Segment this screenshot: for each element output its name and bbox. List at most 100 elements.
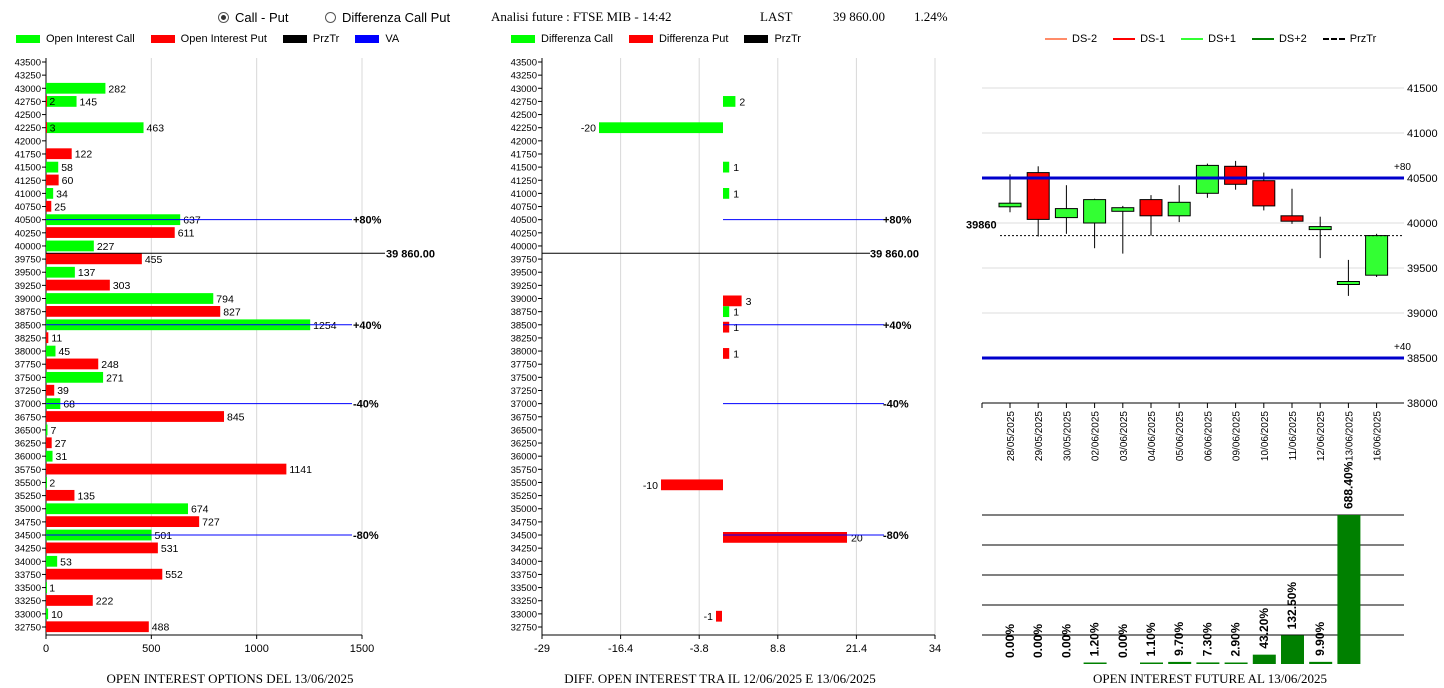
bar-value-label: -1 [704, 611, 713, 623]
legend-swatch [511, 35, 535, 43]
y-tick-label: 33750 [511, 570, 537, 581]
legend-item: DS+1 [1181, 33, 1236, 45]
chart-title-diff: DIFF. OPEN INTEREST TRA IL 12/06/2025 E … [564, 671, 876, 686]
y-tick-label: 34500 [511, 531, 537, 542]
y-tick-label: 38500 [511, 320, 537, 331]
radio-call-put[interactable]: Call - Put [218, 10, 288, 25]
x-tick-label: 04/06/2025 [1147, 411, 1158, 461]
bar-value-label: 9.90% [1313, 622, 1327, 656]
chart-title-options: OPEN INTEREST OPTIONS DEL 13/06/2025 [106, 671, 354, 686]
legend-mid: Differenza Call Differenza Put PrzTr [511, 33, 817, 45]
put-bar [46, 621, 149, 633]
bar-value-label: 3 [746, 296, 752, 308]
legend-item: VA [355, 33, 399, 45]
legend-item: Differenza Call [511, 33, 613, 45]
legend-swatch [282, 35, 307, 43]
legend-label: PrzTr [1349, 33, 1377, 45]
call-bar [46, 582, 47, 593]
bar-value-label: 27 [55, 438, 67, 450]
legend-line [1181, 38, 1204, 40]
bar-value-label: 282 [108, 83, 126, 95]
y-tick-label: 39000 [15, 294, 41, 305]
y-tick-label: 41250 [511, 176, 537, 187]
bar-value-label: 611 [178, 228, 195, 240]
bar-value-label: 488 [152, 622, 170, 634]
diff-call-bar [723, 306, 730, 318]
y-tick-label: 36000 [511, 452, 537, 463]
legend-item: DS+2 [1251, 33, 1307, 45]
candle-up [1111, 207, 1135, 212]
call-bar [46, 266, 75, 278]
bar-value-label: 25 [54, 201, 66, 213]
candle-down [1139, 199, 1163, 217]
y-tick-label: 34000 [15, 557, 41, 568]
y-tick-label: 39500 [511, 268, 537, 279]
y-tick-label: 36500 [511, 425, 537, 436]
bar-value-label: 0.00% [1059, 624, 1073, 658]
y-tick-label: 36750 [15, 412, 41, 423]
reference-label: -80% [353, 530, 379, 542]
legend-item: PrzTr [744, 33, 801, 45]
diff-call-bar [599, 122, 723, 134]
bar-value-label: 2 [739, 96, 745, 108]
diff-call-bar [723, 161, 730, 173]
radio-selected-icon[interactable] [218, 12, 229, 23]
x-tick-label: 21.4 [846, 643, 867, 655]
y-tick-label: 36000 [15, 452, 41, 463]
legend-swatch [150, 35, 175, 43]
bar-value-label: 135 [77, 490, 95, 502]
put-bar [46, 384, 55, 396]
y-tick-label: 36750 [511, 412, 537, 423]
y-tick-label: 42000 [15, 136, 41, 147]
y-tick-label: 33250 [511, 596, 537, 607]
y-tick-label: 36250 [15, 439, 41, 450]
legend-item: PrzTr [1322, 33, 1377, 45]
legend-item: DS-1 [1113, 33, 1165, 45]
bar-value-label: 271 [106, 372, 124, 384]
x-tick-label: 09/06/2025 [1232, 411, 1243, 461]
legend-label: DS+2 [1278, 33, 1307, 45]
legend-line [1113, 38, 1136, 40]
y-tick-label: 36250 [511, 439, 537, 450]
put-bar [46, 148, 72, 160]
call-bar [46, 161, 59, 173]
put-bar [46, 95, 47, 107]
call-bar [46, 424, 48, 436]
diff-put-bar [723, 348, 730, 359]
candle-up [1054, 208, 1078, 219]
legend-line [1045, 38, 1067, 40]
diff-put-bar [661, 479, 723, 491]
bar-value-label: 1141 [289, 464, 312, 476]
legend-label: Open Interest Call [46, 33, 135, 45]
y-tick-label: 38250 [511, 333, 537, 344]
bar-value-label: 7.30% [1200, 622, 1214, 656]
y-tick-label: 37250 [511, 386, 537, 397]
future-bar [1083, 662, 1107, 664]
bar-value-label: 132.50% [1285, 582, 1299, 630]
radio-diff-call-put[interactable]: Differenza Call Put [325, 10, 450, 25]
y-tick-label: 39250 [15, 281, 41, 292]
y-tick-label: 43250 [511, 71, 537, 82]
x-tick-label: 10/06/2025 [1260, 411, 1271, 461]
x-tick-label: 29/05/2025 [1034, 411, 1045, 461]
x-tick-label: -29 [534, 643, 550, 655]
diff-put-bar [723, 532, 847, 543]
put-bar [46, 227, 175, 238]
y-tick-label: 37000 [15, 399, 41, 410]
put-bar [46, 489, 75, 501]
y-tick-label: 40750 [15, 202, 41, 213]
y-tick-label: 38000 [1407, 398, 1438, 410]
y-tick-label: 42250 [511, 123, 537, 134]
candle-down [1224, 165, 1248, 185]
diff-put-bar [723, 295, 742, 307]
bar-value-label: 10 [51, 609, 63, 621]
call-bar [46, 122, 144, 134]
y-tick-label: 40250 [511, 228, 537, 239]
bar-value-label: -20 [581, 123, 596, 135]
radio-unselected-icon[interactable] [325, 12, 336, 23]
y-tick-label: 40000 [15, 241, 41, 252]
y-tick-label: 41500 [1407, 83, 1438, 95]
y-tick-label: 40500 [511, 215, 537, 226]
reference-label: -40% [883, 399, 909, 411]
candle-up [1308, 226, 1332, 231]
